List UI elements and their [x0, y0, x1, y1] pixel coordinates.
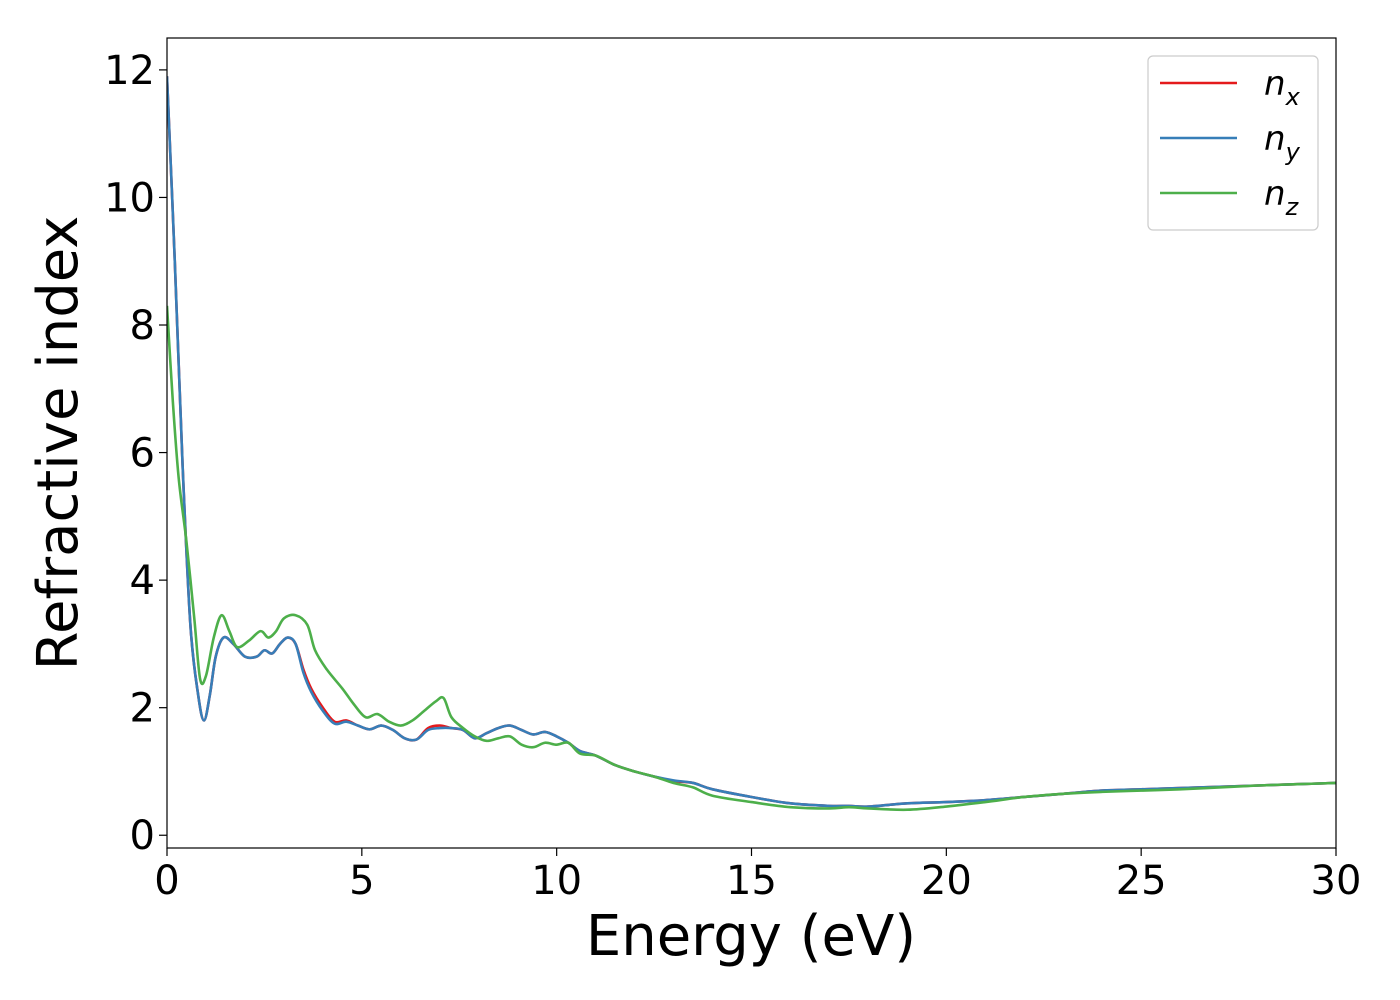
- y-tick-label: 2: [130, 686, 155, 732]
- series-layer: [167, 76, 1336, 812]
- legend-box: [1147, 55, 1319, 231]
- x-tick-label: 0: [154, 858, 179, 904]
- x-tick-label: 30: [1311, 858, 1362, 904]
- x-tick-label: 25: [1116, 858, 1167, 904]
- x-tick-label: 15: [726, 858, 777, 904]
- y-tick-label: 8: [130, 303, 155, 349]
- y-axis-title: Refractive index: [26, 216, 91, 671]
- x-tick-label: 10: [531, 858, 582, 904]
- y-tick-label: 10: [104, 175, 155, 221]
- x-tick-label: 20: [921, 858, 972, 904]
- series-line-nz: [167, 305, 1336, 812]
- y-tick-label: 4: [130, 558, 155, 604]
- y-axis: 0 2 4 6 8 10 12: [104, 48, 167, 859]
- plot-area: [167, 76, 1336, 812]
- x-axis-title: Energy (eV): [586, 904, 916, 969]
- y-tick-label: 0: [130, 813, 155, 859]
- y-tick-label: 12: [104, 48, 155, 94]
- x-tick-label: 5: [349, 858, 374, 904]
- y-tick-label: 6: [130, 431, 155, 477]
- x-axis: 0 5 10 15 20 25 30: [154, 848, 1361, 904]
- legend-label-nz: nz: [1264, 174, 1300, 221]
